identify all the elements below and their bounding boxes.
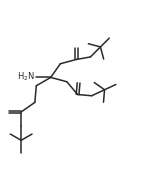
Text: H$_2$N: H$_2$N bbox=[17, 70, 35, 83]
